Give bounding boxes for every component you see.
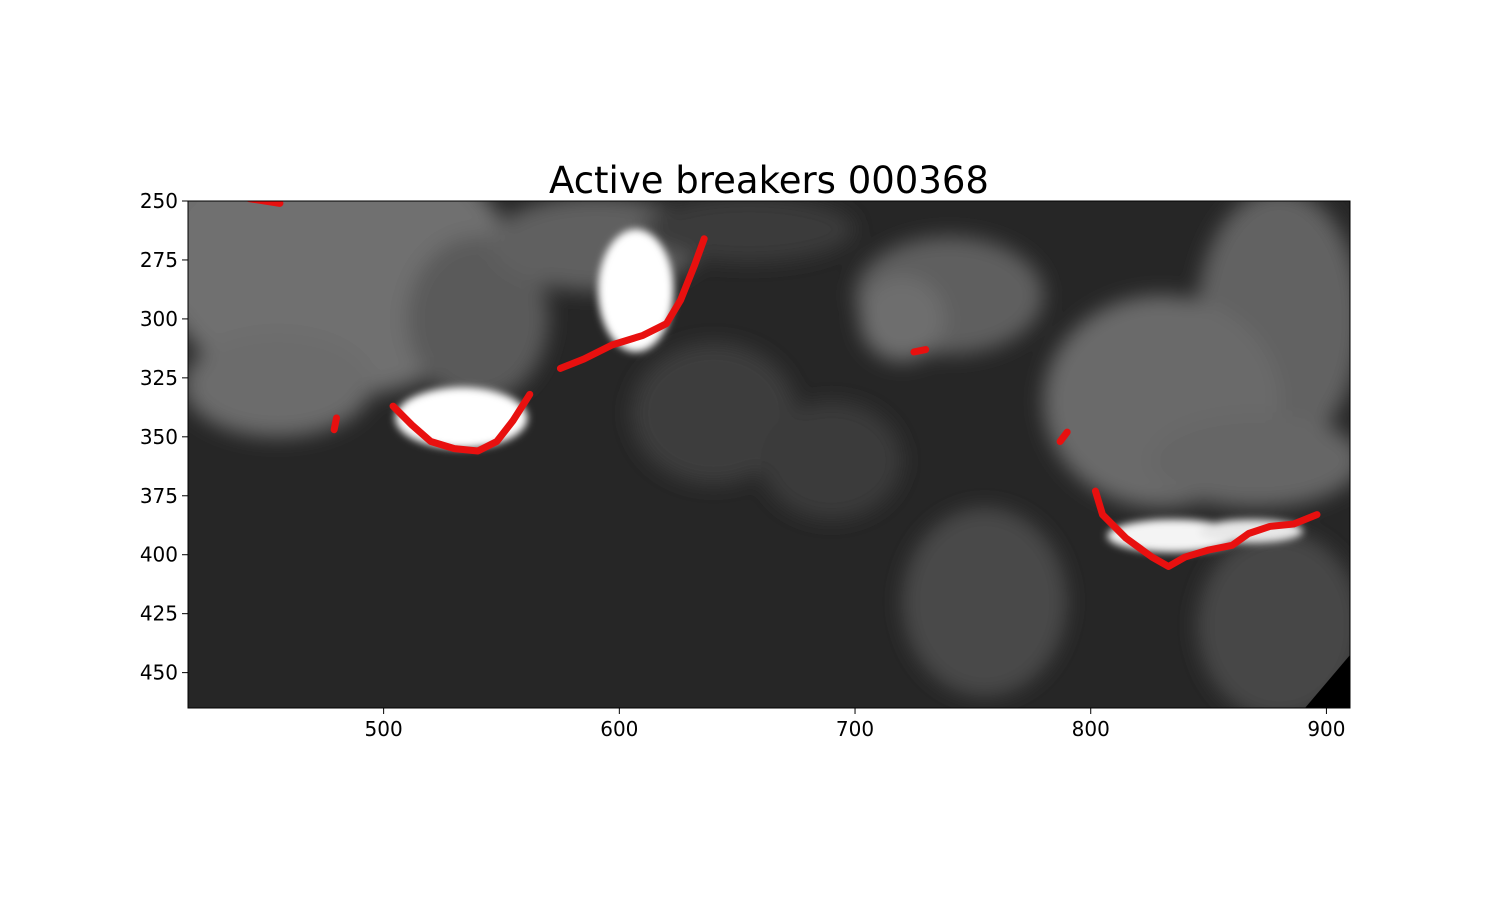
breaker-outline xyxy=(556,235,708,372)
x-tick-label: 800 xyxy=(1072,717,1110,741)
y-tick-label: 350 xyxy=(140,425,178,449)
x-tick-label: 900 xyxy=(1307,717,1345,741)
breaker-outline xyxy=(910,346,930,356)
y-tick-label: 300 xyxy=(140,307,178,331)
hazy-region xyxy=(407,236,549,402)
hazy-region xyxy=(902,507,1068,697)
hazy-region xyxy=(642,201,855,263)
breaker-outline xyxy=(1091,487,1321,571)
hazy-region xyxy=(760,401,903,520)
satellite-image xyxy=(188,201,1350,708)
whitewater-region xyxy=(598,229,674,352)
no-data-corner xyxy=(1305,655,1350,708)
hazy-region xyxy=(1149,413,1350,508)
x-tick-label: 600 xyxy=(600,717,638,741)
breaker-outline xyxy=(1056,428,1071,446)
y-tick-label: 425 xyxy=(140,602,178,626)
hazy-region xyxy=(631,342,797,484)
y-axis: 250 275 300 325 350 375 400 425 450 xyxy=(140,189,188,685)
x-tick-label: 700 xyxy=(836,717,874,741)
y-tick-label: 275 xyxy=(140,248,178,272)
breaker-outline xyxy=(389,390,534,455)
plot-title: Active breakers 000368 xyxy=(549,159,989,202)
y-tick-label: 450 xyxy=(140,661,178,685)
breaker-overlay xyxy=(246,201,1321,571)
x-tick-label: 500 xyxy=(365,717,403,741)
y-tick-label: 250 xyxy=(140,189,178,213)
hazy-region xyxy=(188,333,372,437)
whitewater-regions xyxy=(395,229,1303,553)
x-axis: 500 600 700 800 900 xyxy=(365,708,1346,741)
whitewater-region xyxy=(395,387,528,449)
hazy-region xyxy=(859,276,945,362)
y-tick-label: 375 xyxy=(140,484,178,508)
y-tick-label: 400 xyxy=(140,543,178,567)
y-tick-label: 325 xyxy=(140,366,178,390)
breaker-outline xyxy=(246,201,284,207)
hazy-region xyxy=(1196,531,1350,708)
plot-frame xyxy=(187,200,1351,709)
breaker-outline xyxy=(330,414,340,434)
